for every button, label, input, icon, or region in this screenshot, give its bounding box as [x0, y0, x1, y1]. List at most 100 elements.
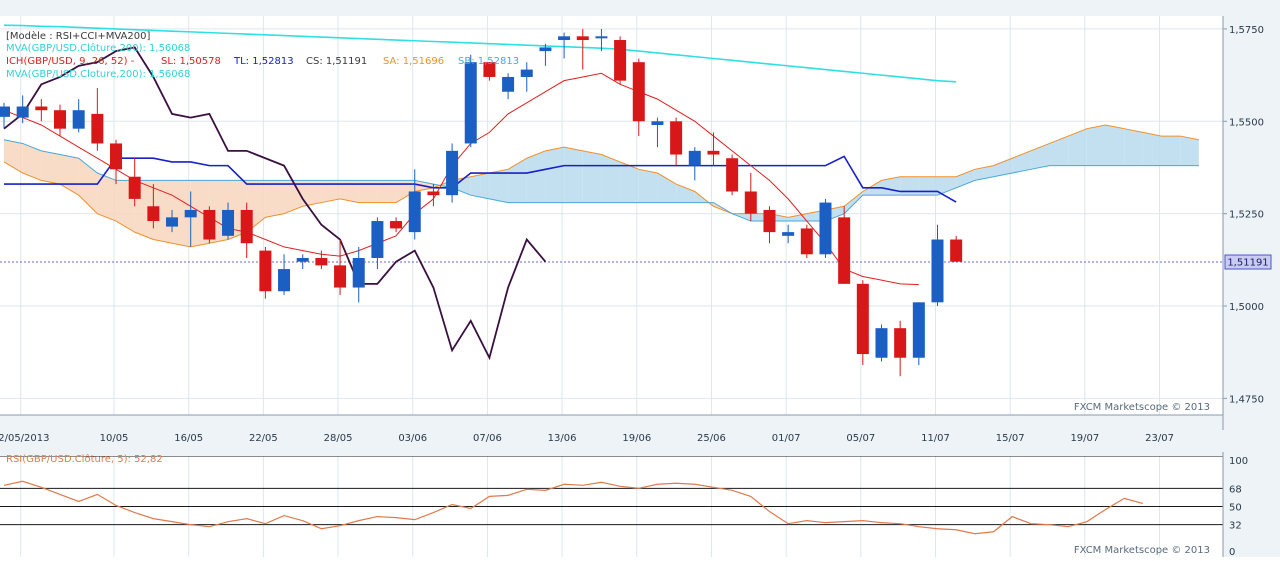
candle-body — [464, 62, 477, 144]
candle-body — [483, 62, 496, 77]
candle-body — [259, 250, 272, 292]
x-tick-label: 25/06 — [697, 433, 726, 444]
x-tick-label: 28/05 — [324, 433, 353, 444]
cloud-segment — [321, 180, 341, 203]
cloud-segment — [172, 180, 191, 247]
candle-body — [632, 62, 645, 122]
candle-body — [520, 69, 533, 77]
y-tick-label: 1,5750 — [1229, 25, 1264, 36]
x-tick-label: 10/05 — [100, 433, 129, 444]
cloud-segment — [1068, 128, 1087, 166]
rsi-watermark: FXCM Marketscope © 2013 — [1074, 545, 1210, 556]
chikou-line — [3, 46, 547, 361]
cloud-segment — [1030, 143, 1050, 170]
candle-body — [800, 228, 813, 255]
x-tick-label: 13/06 — [548, 433, 577, 444]
candle-body — [427, 191, 440, 196]
rsi-line — [3, 480, 1144, 535]
cloud-segment — [377, 180, 397, 203]
cloud-segment — [508, 158, 527, 203]
cloud-segment — [526, 150, 546, 203]
x-tick-label: 23/07 — [1145, 433, 1174, 444]
x-tick-label: 07/06 — [473, 433, 502, 444]
candle-body — [35, 106, 48, 111]
x-tick-label: 01/07 — [772, 433, 801, 444]
candle-body — [558, 36, 571, 41]
candle-body — [0, 106, 10, 117]
rsi-tick-label: 32 — [1229, 521, 1242, 532]
candle-body — [334, 265, 347, 288]
senkou-a-line — [3, 124, 1199, 248]
candle-body — [875, 328, 888, 358]
candle-body — [539, 47, 552, 52]
candle-body — [352, 257, 365, 288]
candle-body — [576, 36, 589, 41]
current-price-badge — [1224, 254, 1272, 270]
candle-body — [91, 113, 104, 144]
candle-body — [203, 209, 216, 240]
x-tick-label: 19/06 — [622, 433, 651, 444]
candle-body — [931, 239, 944, 303]
cloud-segment — [60, 154, 79, 196]
y-tick-label: 1,5500 — [1229, 117, 1264, 128]
current-price-label: 1,51191 — [1227, 258, 1268, 269]
cloud-segment — [657, 173, 677, 203]
x-tick-label: 16/05 — [174, 433, 203, 444]
cloud-segment — [844, 191, 863, 214]
rsi-legend: RSI(GBP/USD.Clôture, 5): 52,82 — [6, 453, 163, 465]
legend-mva-1: MVA(GBP/USD.Clôture,200): 1,56068 — [6, 42, 190, 54]
candle-body — [315, 257, 328, 266]
x-tick-label: 15/07 — [996, 433, 1025, 444]
legend-ich-label: ICH(GBP/USD, 9, 26, 52) - — [6, 56, 135, 67]
cloud-segment — [97, 173, 117, 222]
x-tick-label: 19/07 — [1070, 433, 1099, 444]
axes-labels: 02/05/2013 10/05 16/05 22/05 28/05 03/06 07/06… — [0, 25, 1264, 558]
cloud-segment — [564, 147, 583, 203]
main-watermark: FXCM Marketscope © 2013 — [1074, 402, 1210, 413]
y-tick-label: 1,5000 — [1229, 302, 1264, 313]
candle-body — [950, 239, 963, 262]
cloud-segment — [153, 180, 173, 244]
cloud-segment — [582, 150, 602, 203]
candlestick-series — [0, 28, 963, 377]
cloud-segment — [974, 165, 994, 181]
legend-ich-sa: SA: 1,51696 — [383, 56, 444, 67]
x-tick-label: 22/05 — [249, 433, 278, 444]
candle-body — [614, 40, 627, 81]
legend-model: [Modèle : RSI+CCI+MVA200] — [6, 30, 150, 42]
candle-body — [838, 217, 851, 284]
cloud-segment — [918, 176, 938, 196]
rsi-tick-label: 68 — [1229, 484, 1242, 495]
candle-body — [744, 191, 757, 214]
candle-body — [147, 206, 160, 222]
cloud-segment — [937, 176, 957, 196]
tenkan-line — [4, 155, 957, 203]
x-tick-label: 03/06 — [398, 433, 427, 444]
cloud-segment — [41, 150, 61, 185]
candle-body — [763, 209, 776, 233]
cloud-segment — [265, 180, 285, 218]
cloud-segment — [470, 173, 490, 199]
candle-body — [371, 221, 384, 258]
kijun-line — [3, 72, 919, 286]
y-tick-label: 1,5250 — [1229, 210, 1264, 221]
cloud-segment — [22, 143, 42, 181]
x-tick-label: 05/07 — [846, 433, 875, 444]
candle-body — [856, 283, 869, 355]
mva200-line — [3, 24, 957, 83]
candle-body — [128, 176, 141, 199]
candle-body — [110, 143, 123, 170]
y-tick-label: 1,4750 — [1229, 394, 1264, 405]
candle-body — [16, 106, 29, 118]
rsi-tick-label: 100 — [1229, 456, 1248, 467]
legend-ich-sb: SB: 1,52813 — [458, 56, 519, 67]
cloud-segment — [545, 147, 565, 203]
cloud-segment — [1142, 132, 1162, 166]
cloud-segment — [358, 180, 378, 203]
x-tick-label: 11/07 — [921, 433, 950, 444]
cloud-segment — [638, 169, 658, 203]
cloud-segment — [620, 161, 639, 203]
candle-body — [912, 302, 925, 358]
